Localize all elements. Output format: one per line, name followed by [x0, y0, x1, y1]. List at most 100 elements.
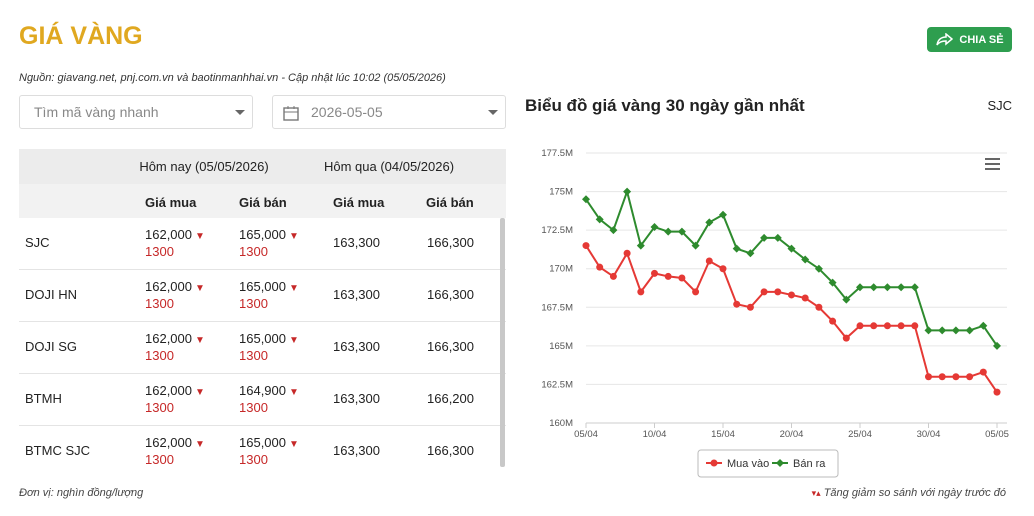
price: 163,300: [333, 339, 380, 354]
point: [623, 249, 631, 257]
point: [609, 272, 617, 280]
point: [842, 295, 851, 304]
price-change: 1300: [145, 296, 174, 311]
price: 166,300: [427, 339, 474, 354]
price-value: 165,000: [239, 279, 286, 294]
menu-icon[interactable]: [985, 158, 1000, 170]
point: [692, 288, 700, 296]
y-tick-label: 177.5M: [541, 148, 573, 159]
point: [678, 274, 686, 282]
price-change: 1300: [239, 452, 268, 467]
gold-name: SJC: [25, 235, 50, 250]
point: [651, 269, 658, 277]
point: [760, 288, 768, 296]
y-tick-label: 170M: [549, 264, 573, 275]
share-button[interactable]: CHIA SẺ: [927, 27, 1012, 52]
point: [979, 368, 987, 376]
x-tick-label: 05/04: [574, 429, 598, 440]
point: [636, 241, 645, 250]
change-note-text: Tăng giảm so sánh với ngày trước đó: [823, 487, 1006, 499]
x-tick-label: 05/05: [985, 429, 1009, 440]
price-value: 165,000: [239, 331, 286, 346]
price: 162,000 ▼: [145, 435, 205, 450]
legend-marker: [710, 459, 718, 467]
price: 166,200: [427, 391, 474, 406]
column-header-row: Giá mua Giá bán Giá mua Giá bán: [19, 184, 506, 218]
point: [883, 283, 892, 292]
search-placeholder: Tìm mã vàng nhanh: [34, 104, 159, 120]
column-header: Giá mua: [145, 195, 197, 210]
point: [951, 326, 960, 335]
chart: 160M 162.5M 165M 167.5M 170M 172.5M 175M 177.5M…: [541, 148, 1009, 478]
down-arrow: ▼: [195, 439, 205, 450]
dropdown-arrow: [235, 110, 245, 115]
search-box[interactable]: Tìm mã vàng nhanh: [19, 95, 253, 129]
price-change: 1300: [145, 244, 174, 259]
price-value: 164,900: [239, 383, 286, 398]
source-note: Nguồn: giavang.net, pnj.com.vn và baotin…: [19, 72, 446, 84]
point: [965, 326, 974, 335]
y-tick-label: 175M: [549, 187, 573, 198]
point: [883, 322, 891, 330]
down-arrow: ▼: [195, 283, 205, 294]
point: [856, 283, 864, 292]
price-value: 165,000: [239, 435, 286, 450]
down-arrow: ▼: [195, 387, 205, 398]
x-tick-label: 25/04: [848, 429, 872, 440]
point: [746, 249, 755, 258]
down-arrow: ▼: [289, 439, 299, 450]
unit-note: Đơn vị: nghìn đồng/lượng: [19, 487, 144, 499]
x-tick-label: 15/04: [711, 429, 735, 440]
legend-label: Bán ra: [793, 458, 826, 470]
price-table: Hôm nay (05/05/2026) Hôm qua (04/05/2026…: [19, 149, 506, 467]
point: [582, 242, 590, 250]
date-picker[interactable]: 2026-05-05: [272, 95, 506, 129]
share-label: CHIA SẺ: [959, 33, 1004, 46]
price: 162,000 ▼: [145, 331, 205, 346]
x-tick-label: 20/04: [780, 429, 804, 440]
legend-label: Mua vào: [727, 458, 769, 470]
table-row: SJC 162,000 ▼ 1300 165,000 ▼ 1300 163,300 166,30…: [19, 218, 506, 270]
group-header: Hôm qua (04/05/2026): [323, 159, 455, 174]
price-value: 162,000: [145, 279, 192, 294]
point: [966, 373, 974, 381]
y-tick-label: 165M: [549, 341, 573, 352]
price: 163,300: [333, 391, 380, 406]
point: [815, 303, 823, 311]
date-value: 2026-05-05: [311, 104, 383, 120]
price: 162,000 ▼: [145, 279, 205, 294]
point: [869, 283, 878, 292]
price-change: 1300: [239, 348, 268, 363]
point: [582, 195, 590, 204]
price-change: 1300: [239, 244, 268, 259]
chart-subtitle: SJC: [987, 98, 1012, 113]
down-arrow: ▼: [289, 283, 299, 294]
price-change: 1300: [239, 296, 268, 311]
price: 165,000 ▼: [239, 331, 299, 346]
scrollbar[interactable]: [500, 218, 505, 467]
point: [774, 288, 782, 296]
point: [691, 241, 700, 250]
y-tick-label: 162.5M: [541, 379, 573, 390]
price-value: 162,000: [145, 435, 192, 450]
point: [828, 278, 837, 287]
price-value: 162,000: [145, 227, 192, 242]
series-line: [585, 245, 998, 393]
price-value: 162,000: [145, 331, 192, 346]
dropdown-arrow: [488, 110, 498, 115]
point: [910, 283, 919, 292]
point: [856, 322, 864, 330]
price-value: 165,000: [239, 227, 286, 242]
point: [870, 322, 878, 330]
point: [677, 227, 686, 236]
point: [897, 322, 905, 330]
point: [732, 244, 741, 253]
point: [938, 326, 947, 335]
point: [993, 388, 1001, 396]
point: [705, 218, 714, 227]
point: [952, 373, 960, 381]
down-arrow: ▼: [289, 335, 299, 346]
down-arrow: ▼: [195, 231, 205, 242]
point: [595, 215, 604, 224]
